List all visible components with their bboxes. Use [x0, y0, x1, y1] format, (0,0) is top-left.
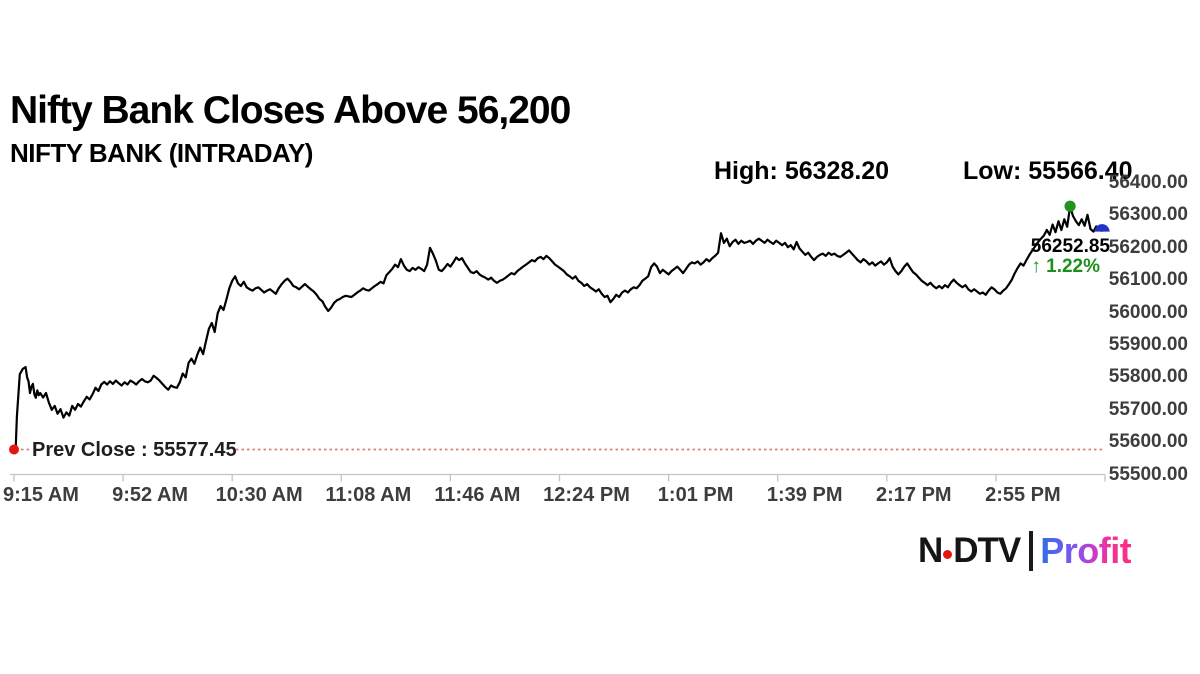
- y-axis-label: 55500.00: [1108, 463, 1188, 485]
- x-axis-label: 11:46 AM: [434, 484, 521, 506]
- page-subtitle: NIFTY BANK (INTRADAY): [10, 137, 313, 168]
- high-marker-dot: [1064, 200, 1076, 212]
- ndtv-profit-logo: N DTV Profit: [918, 530, 1132, 572]
- low-stat: Low: 55566.40: [963, 157, 1133, 185]
- ndtv-logo-red-dot-icon: [943, 549, 953, 559]
- y-axis-label: 55600.00: [1108, 431, 1188, 453]
- page-title: Nifty Bank Closes Above 56,200: [10, 89, 571, 133]
- x-axis-label: 2:55 PM: [985, 484, 1061, 506]
- last-marker-dot: [1094, 224, 1110, 232]
- prev-close-dot: [9, 444, 19, 455]
- ndtv-wordmark: N DTV: [918, 531, 1021, 571]
- prev-close-label: Prev Close : 55577.45: [32, 439, 237, 461]
- y-axis-label: 55800.00: [1108, 366, 1188, 388]
- chart-line: [12, 205, 1104, 455]
- x-axis-label: 2:17 PM: [876, 484, 952, 506]
- x-axis-label: 12:24 PM: [543, 484, 630, 506]
- x-axis-label: 9:15 AM: [3, 484, 79, 506]
- logo-separator: [1029, 531, 1034, 571]
- x-axis-label: 1:39 PM: [766, 484, 843, 506]
- y-axis-label: 56100.00: [1108, 269, 1188, 291]
- x-axis-label: 9:52 AM: [112, 484, 189, 506]
- y-axis-label: 55700.00: [1108, 398, 1188, 420]
- y-axis-label: 56200.00: [1108, 236, 1188, 258]
- y-axis-label: 56000.00: [1108, 301, 1188, 323]
- y-axis-label: 56400.00: [1108, 172, 1188, 193]
- last-price-label: 56252.85: [1030, 236, 1110, 257]
- y-axis-label: 56300.00: [1108, 204, 1188, 226]
- x-axis-label: 10:30 AM: [215, 484, 303, 506]
- x-axis-label: 11:08 AM: [325, 484, 412, 506]
- ndtv-letters-dtv: DTV: [953, 531, 1021, 570]
- y-axis-label: 55900.00: [1108, 334, 1188, 355]
- x-axis-label: 1:01 PM: [657, 484, 734, 506]
- high-stat: High: 56328.20: [714, 157, 890, 185]
- change-percent-label: ↑ 1.22%: [1031, 256, 1100, 277]
- profit-wordmark: Profit: [1040, 530, 1132, 571]
- ndtv-letter-n: N: [918, 531, 943, 570]
